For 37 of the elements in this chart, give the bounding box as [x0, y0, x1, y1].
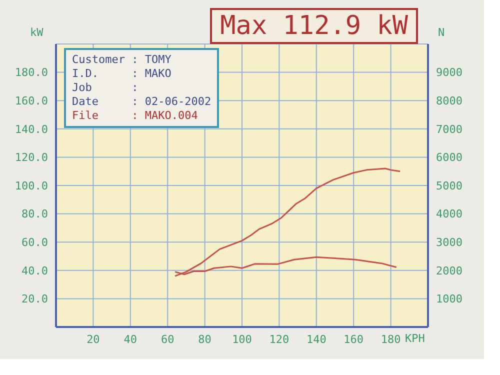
y2-tick-label: 5000: [436, 179, 462, 192]
y-tick-label: 180.0: [14, 66, 48, 80]
annotation: Job :: [72, 81, 140, 95]
x-tick-label: 60: [160, 332, 174, 346]
x-tick-label: 100: [232, 332, 252, 346]
y-tick-label: 20.0: [22, 292, 48, 306]
y2-tick-label: 1000: [436, 292, 462, 306]
annotation: Date : 02-06-2002: [72, 95, 212, 109]
annotation: I.D. : MAKO: [72, 67, 172, 81]
y-tick-label: 80.0: [22, 208, 48, 221]
x-tick-label: 120: [269, 332, 290, 346]
x-axis-title: KPH: [405, 332, 425, 345]
y2-tick-label: 9000: [436, 66, 462, 80]
y-tick-label: 40.0: [22, 264, 48, 278]
x-tick-label: 80: [198, 332, 212, 346]
annotation: File : MAKO.004: [72, 109, 199, 123]
y2-tick-label: 8000: [436, 94, 462, 108]
y-tick-label: 140.0: [14, 122, 48, 136]
x-tick-label: 160: [344, 332, 364, 346]
y-tick-label: 120.0: [14, 151, 48, 164]
annotation: Customer : TOMY: [72, 53, 172, 67]
line-series: [174, 168, 401, 277]
x-tick-label: 20: [86, 332, 100, 346]
y-axis-title: kW: [30, 26, 44, 39]
y2-tick-label: 7000: [436, 122, 462, 136]
y-tick-label: 160.0: [14, 94, 48, 108]
y2-tick-label: 2000: [436, 264, 462, 278]
y2-tick-label: 6000: [436, 151, 462, 164]
y2-tick-label: 3000: [436, 236, 462, 250]
x-tick-label: 40: [124, 332, 138, 346]
x-tick-label: 140: [306, 332, 326, 346]
y2-tick-label: 4000: [436, 208, 462, 221]
y-tick-label: 60.0: [22, 236, 48, 250]
y2-axis-title: N: [438, 26, 445, 39]
x-tick-label: 180: [380, 332, 401, 346]
y-tick-label: 100.0: [14, 179, 48, 192]
chart-title: Max 112.9 kW: [210, 8, 418, 44]
